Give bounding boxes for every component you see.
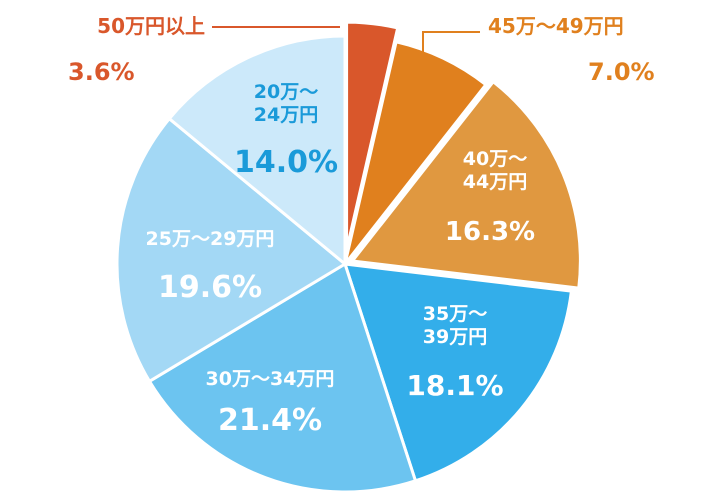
slice-label-5: 30万～34万円 bbox=[206, 368, 335, 390]
slice-percent-4: 18.1% bbox=[406, 369, 503, 402]
pie-slice-1 bbox=[345, 20, 400, 252]
slice-label-7-line-1: 20万～ bbox=[254, 81, 318, 103]
slice-label-3-line-2: 44万円 bbox=[463, 171, 527, 193]
slice-percent-3: 16.3% bbox=[445, 217, 535, 247]
slice-percent-1: 3.6% bbox=[68, 58, 135, 86]
slice-label-4-line-1: 35万～ bbox=[423, 303, 487, 325]
slice-label-7-line-2: 24万円 bbox=[254, 104, 318, 126]
pie-slice-2 bbox=[343, 40, 488, 266]
leader-line-2 bbox=[422, 31, 480, 52]
slice-label-3-line-1: 40万～ bbox=[463, 148, 527, 170]
slice-label-2: 45万～49万円 bbox=[488, 14, 624, 38]
slice-label-6: 25万～29万円 bbox=[146, 228, 275, 250]
pie-slice-3 bbox=[350, 80, 582, 290]
slice-percent-2: 7.0% bbox=[588, 58, 655, 86]
pie-slice-4 bbox=[343, 262, 573, 483]
slice-percent-7: 14.0% bbox=[234, 145, 338, 180]
slice-label-1: 50万円以上 bbox=[97, 14, 205, 38]
slice-label-4-line-2: 39万円 bbox=[423, 326, 487, 348]
slice-percent-5: 21.4% bbox=[218, 403, 322, 438]
pie-slice-7 bbox=[167, 34, 347, 266]
pie-slice-6 bbox=[115, 117, 347, 383]
slice-percent-6: 19.6% bbox=[158, 270, 262, 305]
pie-slice-5 bbox=[147, 262, 417, 494]
